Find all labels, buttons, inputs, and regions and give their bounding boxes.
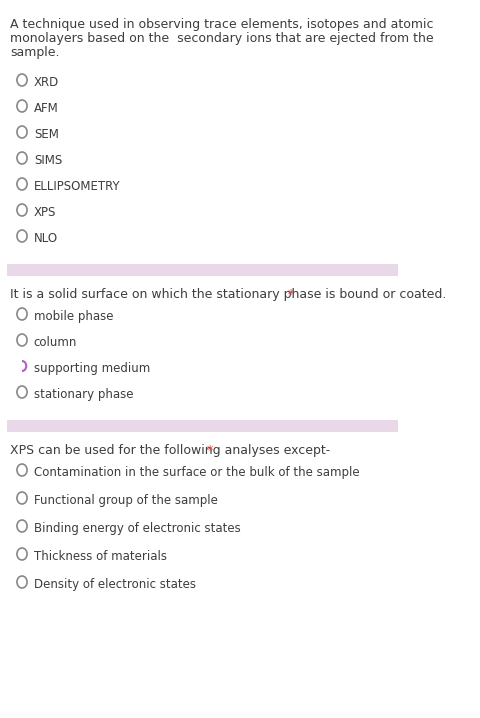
Text: SEM: SEM <box>34 128 59 141</box>
Text: column: column <box>34 336 77 349</box>
Text: It is a solid surface on which the stationary phase is bound or coated.: It is a solid surface on which the stati… <box>10 288 446 301</box>
Text: stationary phase: stationary phase <box>34 388 133 401</box>
Text: A technique used in observing trace elements, isotopes and atomic: A technique used in observing trace elem… <box>10 18 433 31</box>
Text: AFM: AFM <box>34 102 59 115</box>
Text: ELLIPSOMETRY: ELLIPSOMETRY <box>34 180 120 193</box>
Text: XPS: XPS <box>34 206 56 219</box>
Text: monolayers based on the  secondary ions that are ejected from the: monolayers based on the secondary ions t… <box>10 32 434 45</box>
Text: sample.: sample. <box>10 46 60 59</box>
Text: Binding energy of electronic states: Binding energy of electronic states <box>34 522 240 535</box>
Text: mobile phase: mobile phase <box>34 310 113 323</box>
Text: XPS can be used for the following analyses except-: XPS can be used for the following analys… <box>10 444 330 457</box>
Text: Contamination in the surface or the bulk of the sample: Contamination in the surface or the bulk… <box>34 466 360 479</box>
FancyBboxPatch shape <box>7 420 398 432</box>
Text: Density of electronic states: Density of electronic states <box>34 578 196 591</box>
Text: XRD: XRD <box>34 76 59 89</box>
Text: supporting medium: supporting medium <box>34 362 150 375</box>
Text: *: * <box>284 288 294 301</box>
Text: NLO: NLO <box>34 232 58 245</box>
FancyBboxPatch shape <box>7 264 398 276</box>
Text: Functional group of the sample: Functional group of the sample <box>34 494 218 507</box>
Text: Thickness of materials: Thickness of materials <box>34 550 167 563</box>
Text: SIMS: SIMS <box>34 154 62 167</box>
Text: *: * <box>203 444 213 457</box>
